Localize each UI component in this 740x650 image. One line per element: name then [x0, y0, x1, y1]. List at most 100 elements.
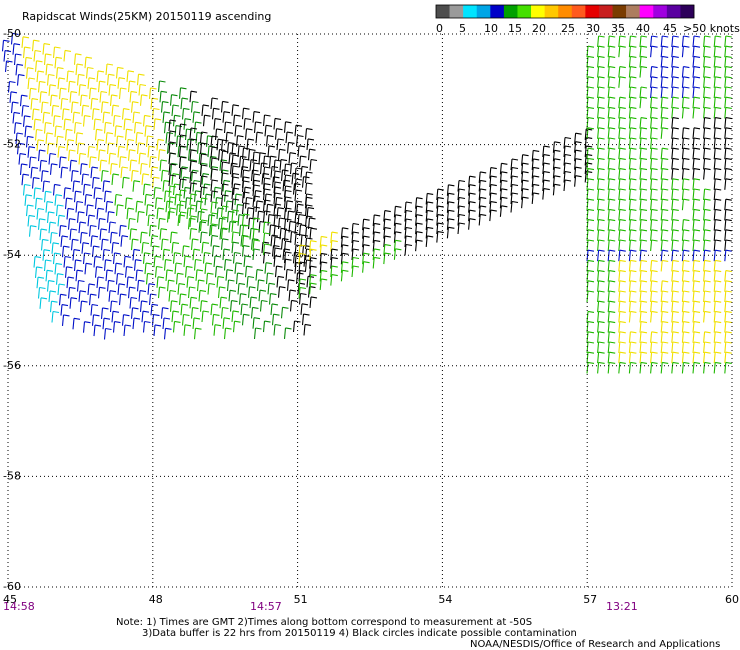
legend-swatch	[463, 5, 478, 18]
wind-barb	[178, 123, 187, 136]
wind-barb	[628, 66, 637, 78]
wind-barb	[51, 104, 60, 117]
wind-barb	[597, 239, 605, 252]
wind-barb	[681, 331, 690, 343]
wind-barb	[650, 300, 658, 313]
wind-barb	[607, 270, 616, 282]
wind-barb	[618, 219, 626, 231]
wind-barb	[1, 39, 10, 52]
wind-barb	[67, 218, 76, 230]
wind-barb	[234, 124, 243, 137]
wind-barb	[67, 286, 76, 299]
wind-barb	[692, 55, 701, 68]
wind-barb	[597, 321, 605, 333]
wind-barb	[262, 320, 271, 333]
wind-barb	[28, 156, 37, 169]
wind-barb	[671, 106, 679, 119]
wind-barb	[115, 272, 124, 285]
wind-barb	[129, 296, 138, 309]
wind-barb	[671, 55, 679, 68]
wind-barb	[607, 198, 616, 211]
wind-barb	[660, 45, 669, 58]
wind-barb	[618, 168, 626, 180]
wind-barb	[259, 299, 268, 312]
wind-barb	[671, 208, 679, 221]
wind-barb	[273, 192, 282, 205]
wind-barb	[163, 121, 172, 134]
wind-barb	[351, 256, 360, 269]
wind-barb	[607, 321, 616, 333]
wind-barb	[628, 219, 637, 231]
wind-barb	[531, 175, 540, 187]
wind-barb	[150, 166, 159, 178]
wind-barb	[37, 149, 46, 162]
wind-barb	[213, 118, 222, 130]
wind-barb	[703, 239, 711, 252]
wind-barb	[132, 248, 141, 261]
wind-barb	[286, 279, 295, 291]
wind-barb	[446, 209, 455, 222]
wind-barb	[229, 300, 238, 312]
wind-barb	[681, 147, 690, 160]
wind-barb	[106, 279, 115, 292]
wind-barb	[150, 97, 159, 110]
wind-barb	[97, 80, 106, 93]
wind-barb	[681, 361, 690, 374]
wind-barb	[521, 154, 529, 166]
wind-barb	[87, 283, 96, 295]
wind-barb	[319, 278, 328, 290]
wind-barb	[237, 282, 246, 295]
wind-barb	[183, 118, 192, 130]
wind-barb	[124, 197, 133, 209]
wind-barb	[597, 300, 605, 313]
wind-barb	[703, 76, 711, 88]
wind-barb	[650, 351, 658, 364]
wind-barb	[85, 66, 94, 79]
wind-barb	[246, 207, 255, 219]
wind-barb	[271, 313, 280, 326]
wind-barb	[160, 238, 169, 251]
wind-barb	[628, 229, 637, 241]
wind-barb	[189, 182, 198, 195]
wind-barb	[713, 157, 722, 170]
wind-barb	[214, 265, 223, 278]
lat-label: -58	[3, 469, 21, 482]
wind-barb	[45, 132, 54, 144]
wind-barb	[468, 209, 476, 222]
wind-barb	[393, 205, 402, 218]
wind-barb	[52, 252, 61, 265]
wind-barb	[531, 158, 540, 170]
wind-barb	[132, 111, 141, 124]
wind-barb	[618, 35, 626, 48]
wind-barb	[724, 45, 732, 58]
wind-barb	[231, 176, 240, 189]
wind-barb	[138, 152, 147, 165]
wind-barb	[49, 94, 58, 107]
wind-barb	[628, 270, 637, 282]
wind-barb	[671, 168, 679, 180]
wind-barb	[193, 327, 202, 340]
wind-barb	[521, 188, 529, 200]
wind-barb	[300, 303, 309, 315]
wind-barb	[13, 53, 22, 66]
wind-barb	[340, 252, 349, 265]
wind-barb	[19, 163, 28, 175]
wind-barb	[273, 247, 282, 260]
wind-barb	[309, 158, 318, 171]
wind-barb	[37, 218, 46, 230]
wind-barb	[351, 248, 360, 261]
wind-barb	[111, 310, 120, 323]
wind-barb	[285, 200, 294, 212]
wind-barb	[650, 188, 658, 201]
wind-barb	[246, 275, 255, 288]
wind-barb	[247, 148, 256, 161]
wind-barb	[660, 321, 669, 333]
wind-barb	[597, 45, 605, 58]
wind-barb	[13, 122, 22, 134]
wind-barb	[61, 245, 70, 258]
wind-barb	[262, 210, 271, 223]
pass-time-label: 14:58	[3, 600, 35, 613]
wind-barb	[141, 310, 150, 323]
wind-barb	[468, 184, 476, 196]
wind-barb	[628, 55, 637, 68]
